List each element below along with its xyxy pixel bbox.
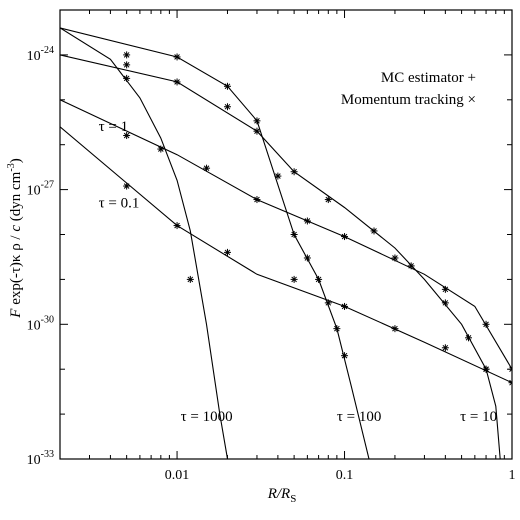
data-point-asterisk <box>465 334 473 342</box>
data-point-asterisk <box>391 325 399 333</box>
data-point-asterisk <box>341 233 349 241</box>
data-point-asterisk <box>223 82 231 90</box>
data-point-asterisk <box>203 164 211 172</box>
data-point-asterisk <box>482 320 490 328</box>
y-tick-label: 10-33 <box>27 449 54 468</box>
data-point-asterisk <box>315 275 323 283</box>
series-line-2 <box>60 54 501 459</box>
y-tick-label: 10-27 <box>27 180 54 199</box>
legend-entry-mc-estimator: MC estimator + <box>381 70 476 86</box>
data-point-asterisk <box>123 74 131 82</box>
data-point-asterisk <box>223 248 231 256</box>
series-line-1 <box>60 99 512 370</box>
x-tick-label: 0.1 <box>336 468 354 483</box>
data-point-asterisk <box>123 182 131 190</box>
legend-entry-momentum-tracking: Momentum tracking × <box>341 92 476 108</box>
data-point-asterisk <box>303 254 311 262</box>
data-point-asterisk <box>407 262 415 270</box>
data-point-asterisk <box>290 168 298 176</box>
data-point-asterisk <box>253 117 261 125</box>
data-point-asterisk <box>123 61 131 69</box>
data-point-asterisk <box>341 302 349 310</box>
x-tick-label: 1 <box>509 468 516 483</box>
series-label-1: τ = 1 <box>99 119 129 135</box>
data-point-asterisk <box>223 103 231 111</box>
data-point-asterisk <box>173 53 181 61</box>
y-tick-label: 10-24 <box>27 45 54 64</box>
series-line-4 <box>60 27 229 459</box>
series-line-3 <box>60 27 370 459</box>
data-point-asterisk <box>370 227 378 235</box>
data-point-asterisk <box>441 344 449 352</box>
data-point-asterisk <box>123 132 131 140</box>
data-point-asterisk <box>324 196 332 204</box>
data-point-asterisk <box>290 275 298 283</box>
data-point-asterisk <box>303 217 311 225</box>
data-point-asterisk <box>441 285 449 293</box>
data-point-asterisk <box>253 196 261 204</box>
data-point-asterisk <box>253 127 261 135</box>
series-label-4: τ = 1000 <box>181 409 233 425</box>
series-label-0: τ = 0.1 <box>99 195 140 211</box>
data-point-asterisk <box>508 379 512 387</box>
x-tick-label: 0.01 <box>165 468 190 483</box>
data-point-asterisk <box>290 231 298 238</box>
data-point-asterisk <box>274 172 282 180</box>
data-point-asterisk <box>173 222 181 230</box>
data-point-asterisk <box>391 254 399 262</box>
series-line-0 <box>60 126 512 384</box>
data-point-asterisk <box>157 145 165 153</box>
series-label-2: τ = 10 <box>460 409 497 425</box>
data-point-asterisk <box>441 299 449 307</box>
data-point-asterisk <box>482 365 490 373</box>
data-point-asterisk <box>123 51 131 59</box>
data-point-asterisk <box>333 325 341 333</box>
data-point-asterisk <box>341 352 349 360</box>
series-label-3: τ = 100 <box>337 409 382 425</box>
data-point-asterisk <box>324 299 332 307</box>
y-tick-label: 10-30 <box>27 314 54 333</box>
data-point-asterisk <box>173 78 181 86</box>
data-point-asterisk <box>186 275 194 283</box>
y-axis-label: F exp(-τ)κ ρ / c (dyn cm-3) <box>6 158 24 318</box>
x-axis-label: R/RS <box>267 486 297 505</box>
